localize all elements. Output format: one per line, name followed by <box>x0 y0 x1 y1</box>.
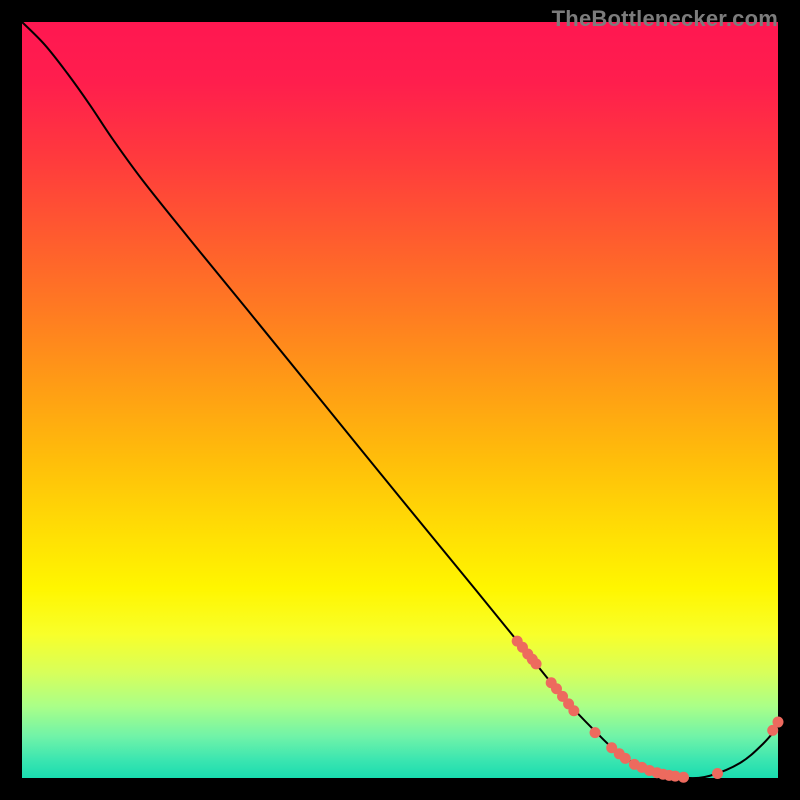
plot-background-gradient <box>22 22 778 778</box>
data-marker <box>531 658 542 669</box>
chart-svg <box>0 0 800 800</box>
chart-stage: TheBottlenecker.com <box>0 0 800 800</box>
data-marker <box>568 705 579 716</box>
watermark-label: TheBottlenecker.com <box>552 6 778 32</box>
data-marker <box>773 717 784 728</box>
data-marker <box>678 772 689 783</box>
data-marker <box>590 727 601 738</box>
data-marker <box>712 768 723 779</box>
data-marker <box>620 753 631 764</box>
